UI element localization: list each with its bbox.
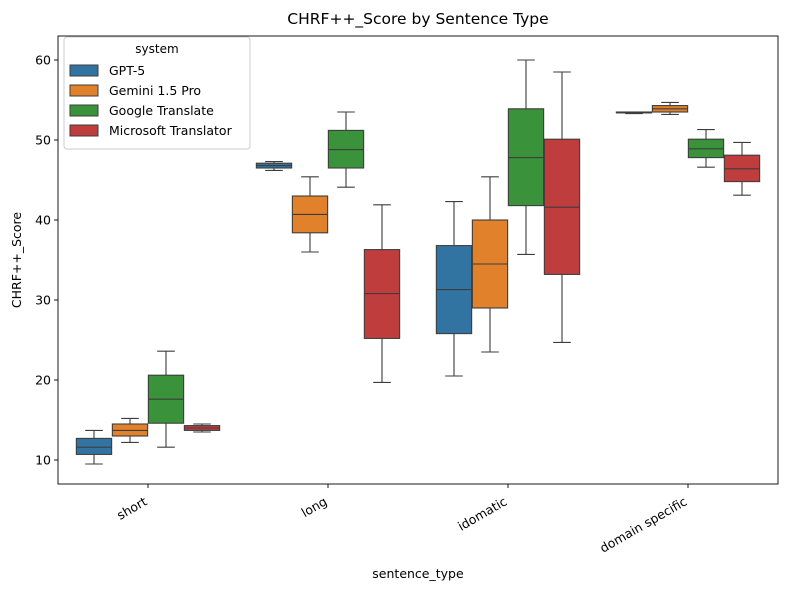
iqr-box <box>75 437 113 455</box>
box-google-translate-short <box>147 350 185 448</box>
legend: system GPT-5 Gemini 1.5 Pro Google Transla… <box>63 36 251 150</box>
plot-area <box>75 59 761 465</box>
box-gpt-5-short <box>75 429 113 465</box>
y-axis-label: CHRF++_Score <box>9 212 24 309</box>
legend-frame <box>63 36 251 150</box>
axes-frame <box>57 35 779 485</box>
box-gpt-5-idomatic <box>435 201 473 377</box>
box-microsoft-translator-idomatic <box>543 71 581 343</box>
box-gpt-5-domain-specific <box>615 111 653 115</box>
legend-swatch <box>69 64 99 77</box>
box-gemini-1-5-pro-domain-specific <box>651 101 689 115</box>
box-microsoft-translator-long <box>363 204 401 383</box>
y-tick-label: 50 <box>35 133 51 148</box>
box-gemini-1-5-pro-idomatic <box>471 176 509 353</box>
box-gemini-1-5-pro-short <box>111 417 149 443</box>
legend-entry: Google Translate <box>109 103 214 118</box>
legend-entry: Gemini 1.5 Pro <box>109 83 201 98</box>
box-microsoft-translator-domain-specific <box>723 141 761 196</box>
legend-entry: Microsoft Translator <box>109 123 233 138</box>
legend-swatch <box>69 84 99 97</box>
box-google-translate-long <box>327 111 365 188</box>
box-gemini-1-5-pro-long <box>291 176 329 253</box>
y-tick-label: 30 <box>35 293 51 308</box>
box-google-translate-idomatic <box>507 59 545 255</box>
x-axis-label: sentence_type <box>372 566 464 581</box>
chart-title: CHRF++_Score by Sentence Type <box>287 10 548 29</box>
y-tick-label: 60 <box>35 53 51 68</box>
legend-entry: GPT-5 <box>109 63 145 78</box>
box-gpt-5-long <box>255 161 293 171</box>
y-tick-label: 40 <box>35 213 51 228</box>
box-microsoft-translator-short <box>183 423 221 433</box>
legend-swatch <box>69 124 99 137</box>
box-google-translate-domain-specific <box>687 129 725 168</box>
y-tick-label: 20 <box>35 373 51 388</box>
y-tick-label: 10 <box>35 453 51 468</box>
legend-title: system <box>135 42 178 56</box>
legend-swatch <box>69 104 99 117</box>
